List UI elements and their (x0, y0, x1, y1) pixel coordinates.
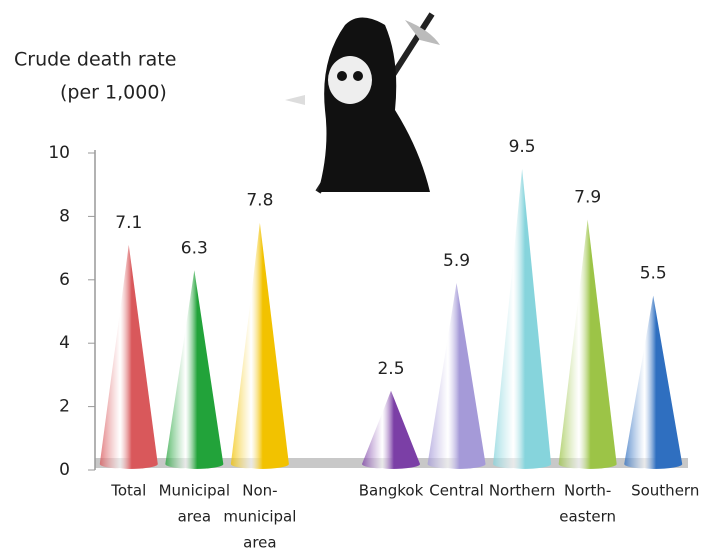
cone (230, 222, 289, 469)
y-tick-label: 2 (59, 397, 70, 417)
data-label: 5.5 (640, 264, 667, 284)
cone (558, 219, 617, 469)
data-label: 2.5 (377, 359, 404, 379)
x-tick-label: area (178, 508, 211, 526)
y-tick-label: 6 (59, 270, 70, 290)
y-tick-label: 0 (59, 460, 70, 480)
reaper-illustration (285, 12, 440, 194)
data-label: 6.3 (181, 238, 208, 258)
y-tick-label: 8 (59, 206, 70, 226)
x-tick-label: Central (429, 482, 484, 500)
x-tick-label: Southern (631, 482, 699, 500)
x-tick-label: Total (110, 482, 146, 500)
cone (493, 168, 552, 469)
data-label: 7.1 (115, 213, 142, 233)
data-label: 5.9 (443, 251, 470, 271)
data-label: 9.5 (509, 137, 536, 157)
x-tick-label: Municipal (159, 482, 230, 500)
cone (99, 244, 158, 469)
x-tick-label: area (243, 534, 276, 550)
cone (165, 270, 224, 469)
x-tick-label: eastern (559, 508, 616, 526)
x-tick-label: Non- (242, 482, 277, 500)
x-tick-label: Northern (489, 482, 556, 500)
cone (624, 295, 683, 469)
x-tick-label: Bangkok (359, 482, 424, 500)
x-tick-label: municipal (223, 508, 296, 526)
y-axis-label: Crude death rate (14, 49, 176, 71)
data-label: 7.9 (574, 188, 601, 208)
y-axis-label: (per 1,000) (60, 82, 167, 104)
cone (362, 390, 420, 469)
cone (427, 282, 486, 469)
data-label: 7.8 (246, 191, 273, 211)
x-tick-label: North- (564, 482, 611, 500)
y-tick-label: 4 (59, 333, 70, 353)
y-tick-label: 10 (48, 143, 70, 163)
